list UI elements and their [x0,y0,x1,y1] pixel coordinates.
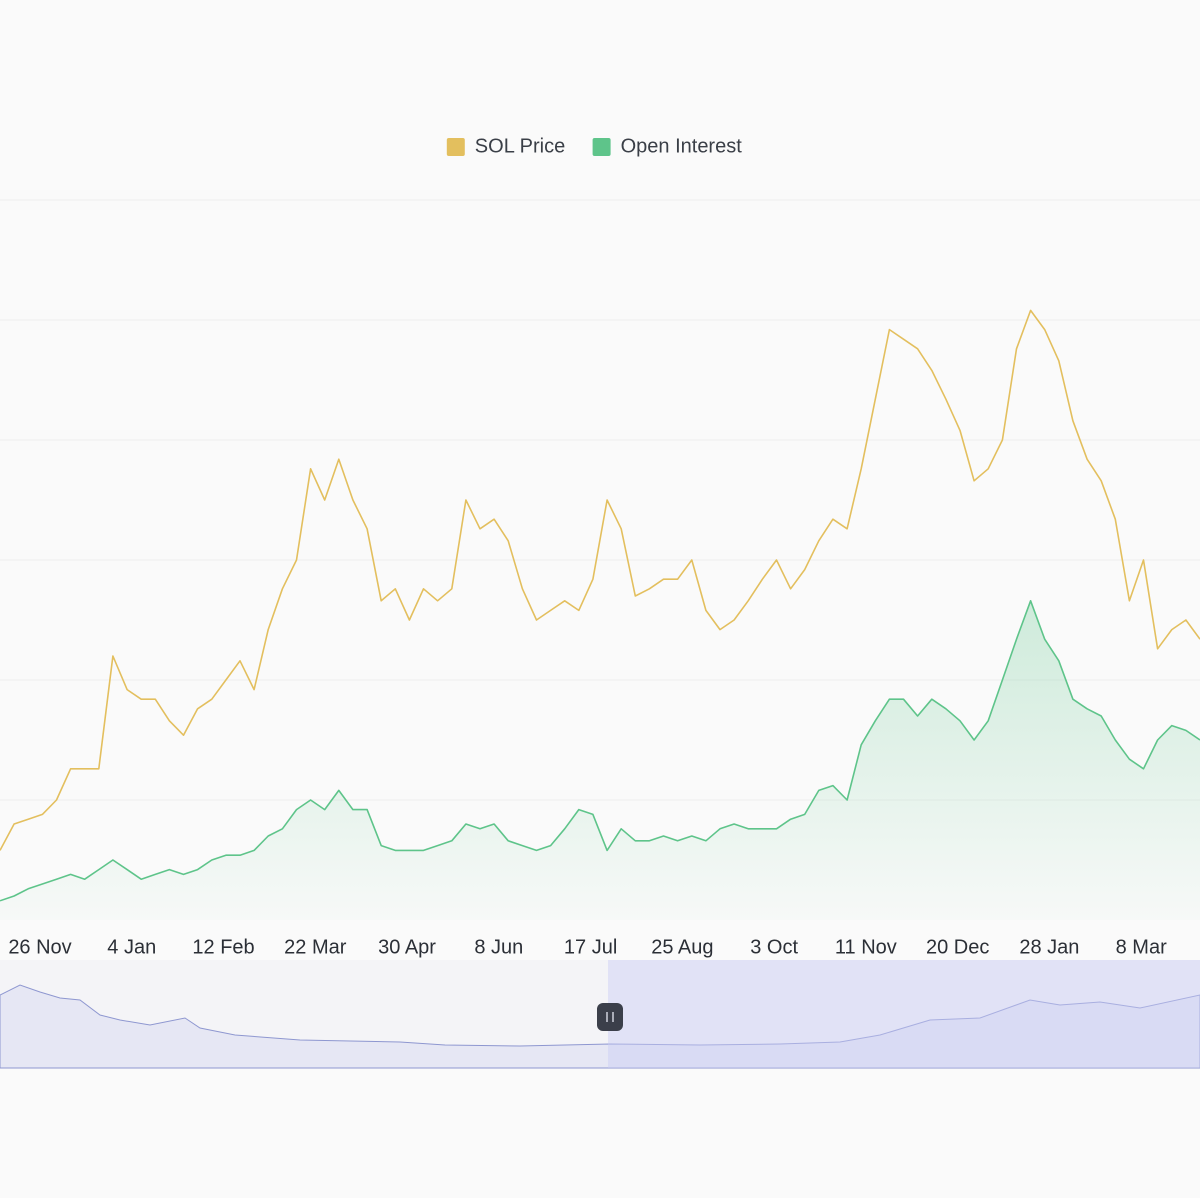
x-tick-label: 4 Jan [107,936,156,958]
series-line [0,309,1200,851]
legend: SOL Price Open Interest [446,135,743,157]
x-tick-label: 25 Aug [651,936,713,958]
x-tick-label: 30 Apr [378,936,436,958]
x-tick-label: 17 Jul [564,936,617,958]
navigator-overview [0,984,1200,1069]
navigator [0,960,1200,1069]
legend-label: SOL Price [475,135,565,157]
x-tick-label: 8 Jun [474,936,523,958]
x-tick-label: 28 Jan [1019,936,1079,958]
x-tick-label: 8 Mar [1116,936,1167,958]
legend-swatch [446,138,465,156]
x-tick-label: 3 Oct [750,936,798,958]
x-tick-label: 22 Mar [284,936,347,958]
legend-label: Open Interest [621,135,743,157]
series-line [0,600,1200,902]
area-fill [0,600,1200,920]
x-tick-label: 11 Nov [835,936,897,958]
legend-swatch [592,138,611,156]
x-tick-label: 12 Feb [192,936,254,958]
x-tick-label: 20 Dec [926,936,989,958]
navigator-selection[interactable] [608,960,1200,1068]
navigator-handle[interactable] [597,1003,623,1031]
x-tick-label: 26 Nov [8,936,71,958]
